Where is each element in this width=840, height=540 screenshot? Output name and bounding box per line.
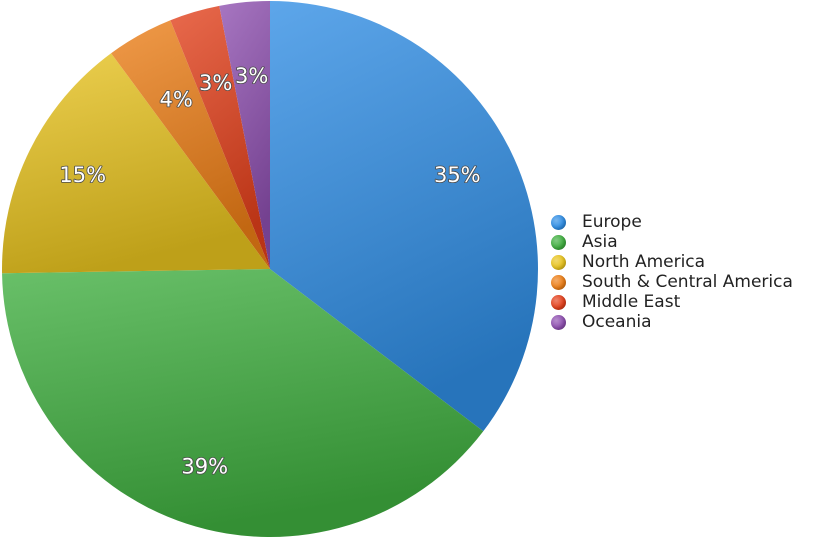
pie-slices [2,1,538,537]
pie-slice-south-central-america [111,20,270,270]
legend-swatch-europe [551,214,566,230]
pie-label-north-america: 15% [59,163,106,187]
pie-label-oceania: 3% [235,64,268,88]
legend-label-middle-east: Middle East [582,292,681,312]
pie-slice-north-america [2,53,271,274]
pie-label-europe: 35% [434,163,481,187]
pie-slice-middle-east [170,5,270,269]
legend-swatch-north-america [551,254,566,270]
legend-swatch-middle-east [551,294,566,310]
legend-label-asia: Asia [582,232,618,252]
legend-item-oceania: Oceania [551,312,793,332]
pie-label-south-central-america: 4% [160,87,193,111]
legend: Europe Asia North America South & Centra… [551,212,793,332]
legend-swatch-asia [551,234,566,250]
legend-label-north-america: North America [582,252,706,272]
pie-slice-asia [2,269,484,537]
legend-label-south-central-america: South & Central America [582,272,793,292]
legend-label-europe: Europe [582,212,642,232]
legend-item-south-central-america: South & Central America [551,272,793,292]
pie-labels: 35%39%15%4%3% 3% [59,63,482,479]
pie-label-asia: 39% [181,455,228,479]
legend-swatch-oceania [551,314,566,330]
pie-label-middle-east: 3% [199,71,232,95]
legend-item-europe: Europe [551,212,793,232]
legend-swatch-south-central-america [551,274,566,290]
pie-slice-oceania [219,1,270,269]
legend-item-north-america: North America [551,252,793,272]
legend-label-oceania: Oceania [582,312,652,332]
legend-item-asia: Asia [551,232,793,252]
legend-item-middle-east: Middle East [551,292,793,312]
pie-slice-europe [270,1,538,432]
